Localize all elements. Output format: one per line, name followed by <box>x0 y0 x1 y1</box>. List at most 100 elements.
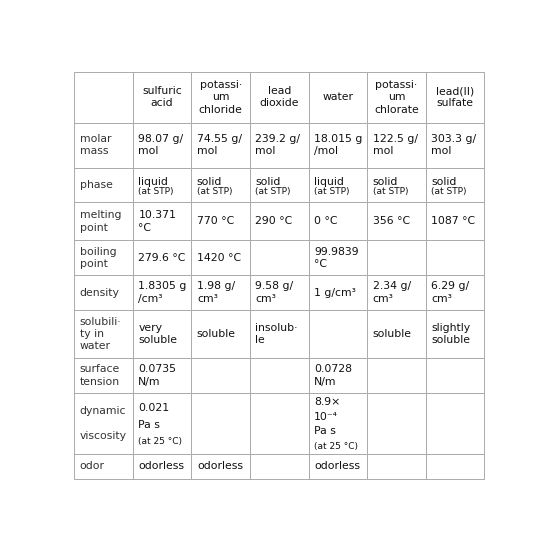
Text: odor: odor <box>80 462 105 471</box>
Text: 1420 °C: 1420 °C <box>197 253 241 263</box>
Bar <box>308 240 367 275</box>
Text: phase: phase <box>80 180 113 190</box>
Text: boiling
point: boiling point <box>80 247 117 269</box>
Text: 0 °C: 0 °C <box>314 216 337 226</box>
Bar <box>367 123 426 168</box>
Bar <box>426 454 485 479</box>
Text: lead
dioxide: lead dioxide <box>259 86 299 108</box>
Bar <box>367 275 426 310</box>
Bar <box>367 168 426 202</box>
Bar <box>250 123 308 168</box>
Text: 356 °C: 356 °C <box>373 216 410 226</box>
Bar <box>250 310 308 358</box>
Text: (at STP): (at STP) <box>256 187 291 196</box>
Bar <box>74 71 133 123</box>
Bar <box>367 454 426 479</box>
Bar <box>426 393 485 454</box>
Text: water: water <box>323 92 353 102</box>
Bar <box>250 168 308 202</box>
Bar <box>250 71 308 123</box>
Text: potassi·
um
chlorate: potassi· um chlorate <box>374 80 419 114</box>
Text: (at STP): (at STP) <box>431 187 467 196</box>
Bar <box>74 275 133 310</box>
Bar <box>426 202 485 240</box>
Text: very
soluble: very soluble <box>138 323 177 345</box>
Text: 290 °C: 290 °C <box>256 216 293 226</box>
Text: (at STP): (at STP) <box>138 187 174 196</box>
Bar <box>250 454 308 479</box>
Bar <box>133 358 191 393</box>
Bar <box>426 168 485 202</box>
Bar <box>367 358 426 393</box>
Text: density: density <box>80 288 119 298</box>
Text: 303.3 g/
mol: 303.3 g/ mol <box>431 134 476 156</box>
Bar <box>191 240 250 275</box>
Bar <box>133 71 191 123</box>
Bar <box>250 393 308 454</box>
Text: soluble: soluble <box>197 329 236 339</box>
Text: soluble: soluble <box>373 329 411 339</box>
Bar <box>426 310 485 358</box>
Bar <box>74 393 133 454</box>
Bar <box>133 123 191 168</box>
Text: (at STP): (at STP) <box>373 187 408 196</box>
Bar <box>74 168 133 202</box>
Bar <box>191 168 250 202</box>
Bar <box>74 240 133 275</box>
Bar <box>133 393 191 454</box>
Bar <box>191 310 250 358</box>
Bar <box>133 240 191 275</box>
Text: 74.55 g/
mol: 74.55 g/ mol <box>197 134 242 156</box>
Bar <box>74 123 133 168</box>
Text: solid: solid <box>373 177 398 187</box>
Bar <box>74 358 133 393</box>
Text: 1 g/cm³: 1 g/cm³ <box>314 288 356 298</box>
Text: liquid: liquid <box>314 177 344 187</box>
Text: Pa s: Pa s <box>138 420 160 429</box>
Bar <box>426 358 485 393</box>
Bar <box>308 454 367 479</box>
Text: odorless: odorless <box>138 462 184 471</box>
Text: Pa s: Pa s <box>314 426 336 437</box>
Text: 1.8305 g
/cm³: 1.8305 g /cm³ <box>138 281 187 304</box>
Text: molar
mass: molar mass <box>80 134 111 156</box>
Bar <box>426 123 485 168</box>
Text: potassi·
um
chloride: potassi· um chloride <box>199 80 243 114</box>
Text: 98.07 g/
mol: 98.07 g/ mol <box>138 134 184 156</box>
Text: solid: solid <box>256 177 281 187</box>
Text: sulfuric
acid: sulfuric acid <box>142 86 182 108</box>
Bar <box>191 275 250 310</box>
Bar <box>367 310 426 358</box>
Bar <box>367 240 426 275</box>
Text: (at 25 °C): (at 25 °C) <box>138 437 183 446</box>
Text: 1.98 g/
cm³: 1.98 g/ cm³ <box>197 281 235 304</box>
Bar <box>191 454 250 479</box>
Text: odorless: odorless <box>197 462 243 471</box>
Text: 8.9×: 8.9× <box>314 397 340 407</box>
Text: 0.0735
N/m: 0.0735 N/m <box>138 364 177 386</box>
Bar <box>308 358 367 393</box>
Bar <box>133 310 191 358</box>
Bar <box>308 168 367 202</box>
Text: surface
tension: surface tension <box>80 364 120 386</box>
Bar <box>250 240 308 275</box>
Bar <box>308 71 367 123</box>
Text: 99.9839
°C: 99.9839 °C <box>314 247 359 269</box>
Text: odorless: odorless <box>314 462 360 471</box>
Text: melting
point: melting point <box>80 210 121 233</box>
Bar <box>308 275 367 310</box>
Bar <box>367 71 426 123</box>
Bar <box>133 168 191 202</box>
Bar <box>250 202 308 240</box>
Text: dynamic

viscosity: dynamic viscosity <box>80 406 127 441</box>
Bar <box>250 358 308 393</box>
Text: 0.0728
N/m: 0.0728 N/m <box>314 364 352 386</box>
Text: 770 °C: 770 °C <box>197 216 234 226</box>
Bar <box>308 202 367 240</box>
Text: solid: solid <box>197 177 222 187</box>
Bar <box>74 454 133 479</box>
Bar <box>133 454 191 479</box>
Text: 9.58 g/
cm³: 9.58 g/ cm³ <box>256 281 294 304</box>
Bar <box>367 202 426 240</box>
Bar <box>426 71 485 123</box>
